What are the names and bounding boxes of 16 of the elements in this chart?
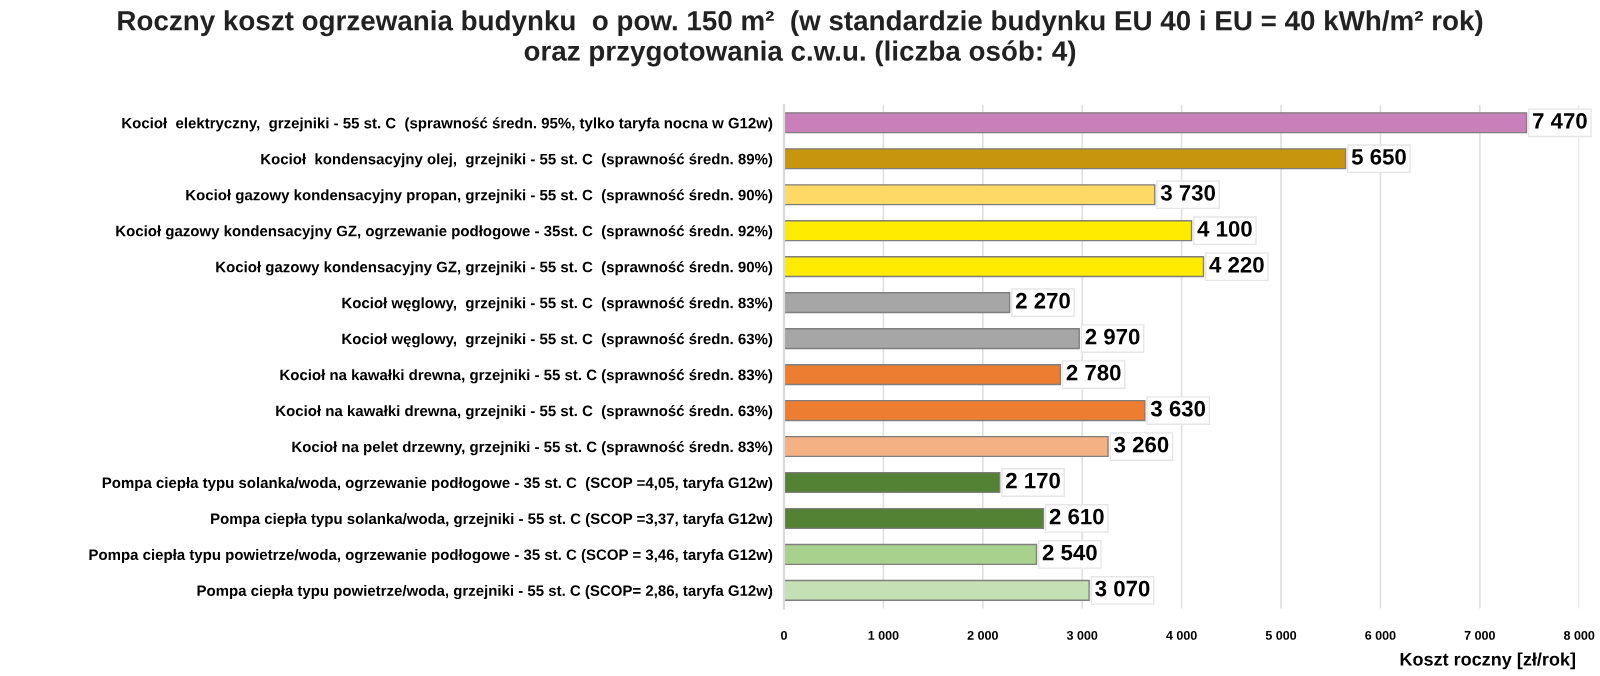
data-label: 2 170 [1006, 472, 1060, 489]
data-label: 4 220 [1209, 256, 1264, 273]
data-label: 2 610 [1049, 508, 1104, 525]
chart-title: Roczny koszt ogrzewania budynku o pow. 150 m² (w standardzie budynku EU 40 i EU = 40 kWh/m² rok) oraz przygotowania c.w.u. (liczba osób: 4) [118, 10, 1483, 67]
data-label: 3 630 [1150, 400, 1206, 417]
data-label: 7 470 [1533, 113, 1587, 129]
data-label: 3 730 [1160, 184, 1216, 201]
data-label: 3 260 [1114, 436, 1169, 453]
data-label: 2 270 [1015, 292, 1070, 309]
data-label: 2 970 [1085, 328, 1140, 345]
x-axis-title: Koszt roczny [zł/rok] [1400, 652, 1575, 670]
data-label: 2 540 [1042, 544, 1097, 561]
data-label: 5 650 [1351, 148, 1406, 165]
data-label: 2 780 [1066, 364, 1121, 381]
data-label: 4 100 [1197, 220, 1252, 237]
data-label: 3 070 [1095, 580, 1150, 597]
